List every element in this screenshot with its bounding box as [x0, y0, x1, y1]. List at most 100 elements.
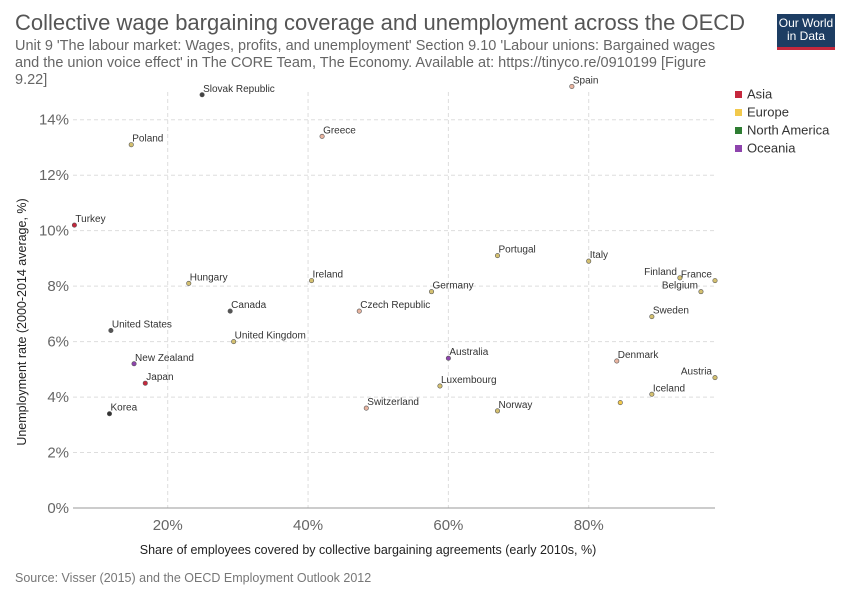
point-marker	[677, 275, 683, 281]
scatter-point[interactable]: Ireland	[309, 270, 344, 284]
scatter-point[interactable]: Sweden	[649, 306, 689, 320]
source-note: Source: Visser (2015) and the OECD Emplo…	[15, 571, 372, 585]
point-label: Portugal	[498, 245, 535, 256]
legend-label: North America	[747, 123, 830, 138]
point-marker	[712, 375, 718, 381]
point-marker	[494, 253, 500, 259]
scatter-point[interactable]: Austria	[681, 367, 718, 381]
chart-subtitle: Unit 9 'The labour market: Wages, profit…	[15, 38, 716, 88]
point-label: Greece	[323, 125, 356, 136]
logo-line-1: Our World	[778, 16, 834, 30]
scatter-point[interactable]: Greece	[319, 125, 356, 139]
point-label: Canada	[231, 300, 266, 311]
scatter-chart: 0% 2% 4% 6% 8% 10% 12% 14% 20% 40% 60% 80% Slovak …	[15, 75, 830, 557]
scatter-point[interactable]: Korea	[106, 403, 138, 417]
point-label: Hungary	[190, 272, 228, 283]
point-marker	[71, 222, 77, 228]
scatter-point[interactable]: Japan	[142, 372, 174, 386]
point-marker	[569, 83, 575, 89]
point-label: Finland	[644, 267, 677, 278]
grid-lines	[73, 92, 715, 508]
scatter-point[interactable]: Germany	[429, 281, 474, 295]
point-label: Switzerland	[367, 397, 419, 408]
scatter-point[interactable]: Iceland	[649, 383, 685, 397]
point-marker	[617, 400, 623, 406]
scatter-point[interactable]: Italy	[586, 250, 609, 264]
point-label: New Zealand	[135, 353, 194, 364]
point-marker	[649, 314, 655, 320]
point-marker	[356, 308, 362, 314]
point-marker	[227, 308, 233, 314]
scatter-point[interactable]	[617, 400, 623, 406]
y-tick-label: 6%	[47, 334, 69, 351]
point-label: Luxembourg	[441, 375, 497, 386]
point-label: United Kingdom	[235, 331, 306, 342]
x-tick-label: 80%	[574, 517, 604, 534]
point-label: Italy	[590, 250, 608, 261]
point-marker	[319, 133, 325, 139]
owid-logo[interactable]: Our World in Data	[777, 14, 835, 50]
y-tick-label: 2%	[47, 445, 69, 462]
point-marker	[108, 328, 114, 334]
legend-swatch	[735, 127, 742, 134]
point-label: United States	[112, 320, 172, 331]
scatter-point[interactable]: Denmark	[614, 350, 660, 364]
y-tick-label: 10%	[39, 223, 69, 240]
scatter-point[interactable]: Australia	[445, 347, 489, 361]
x-tick-label: 60%	[433, 517, 463, 534]
scatter-point[interactable]: Belgium	[662, 281, 704, 295]
point-marker	[142, 380, 148, 386]
legend-item[interactable]: Asia	[735, 87, 773, 102]
y-axis-ticks: 0% 2% 4% 6% 8% 10% 12% 14%	[39, 112, 69, 517]
scatter-point[interactable]: Portugal	[494, 245, 536, 259]
scatter-point[interactable]: France	[681, 270, 718, 284]
point-label: Germany	[433, 281, 474, 292]
scatter-point[interactable]: Switzerland	[363, 397, 419, 411]
point-marker	[309, 278, 315, 284]
legend-item[interactable]: North America	[735, 123, 830, 138]
legend: Asia Europe North America Oceania	[735, 87, 830, 156]
scatter-point[interactable]: Slovak Republic	[199, 84, 275, 98]
scatter-point[interactable]: Luxembourg	[437, 375, 497, 389]
point-label: Turkey	[75, 214, 105, 225]
scatter-point[interactable]: Turkey	[71, 214, 106, 228]
scatter-point[interactable]: Norway	[494, 400, 532, 414]
y-tick-label: 0%	[47, 500, 69, 517]
scatter-point[interactable]: New Zealand	[131, 353, 194, 367]
point-marker	[494, 408, 500, 414]
scatter-point[interactable]: Finland	[644, 267, 683, 281]
point-marker	[429, 289, 435, 295]
scatter-point[interactable]: Canada	[227, 300, 267, 314]
y-tick-label: 14%	[39, 112, 69, 129]
legend-item[interactable]: Oceania	[735, 141, 796, 156]
point-label: Spain	[573, 75, 599, 86]
point-label: Denmark	[618, 350, 660, 361]
scatter-point[interactable]: United States	[108, 320, 172, 334]
x-axis-title: Share of employees covered by collective…	[140, 543, 597, 557]
scatter-point[interactable]: Poland	[128, 134, 163, 148]
y-tick-label: 8%	[47, 278, 69, 295]
point-label: Austria	[681, 367, 713, 378]
legend-label: Europe	[747, 105, 789, 120]
point-label: Norway	[498, 400, 532, 411]
point-marker	[437, 383, 443, 389]
y-tick-label: 4%	[47, 389, 69, 406]
scatter-point[interactable]: Hungary	[186, 272, 228, 286]
point-marker	[199, 92, 205, 98]
legend-item[interactable]: Europe	[735, 105, 789, 120]
point-label: Iceland	[653, 383, 685, 394]
chart-title: Collective wage bargaining coverage and …	[15, 10, 746, 35]
point-label: Japan	[146, 372, 173, 383]
legend-label: Asia	[747, 87, 773, 102]
point-marker	[186, 280, 192, 286]
x-tick-label: 20%	[153, 517, 183, 534]
point-label: Ireland	[313, 270, 344, 281]
point-marker	[106, 411, 112, 417]
x-axis-ticks: 20% 40% 60% 80%	[153, 517, 604, 534]
scatter-point[interactable]: Czech Republic	[356, 300, 430, 314]
x-tick-label: 40%	[293, 517, 323, 534]
scatter-point[interactable]: United Kingdom	[231, 331, 306, 345]
point-label: Sweden	[653, 306, 689, 317]
point-label: Australia	[449, 347, 488, 358]
scatter-point[interactable]: Spain	[569, 75, 599, 89]
